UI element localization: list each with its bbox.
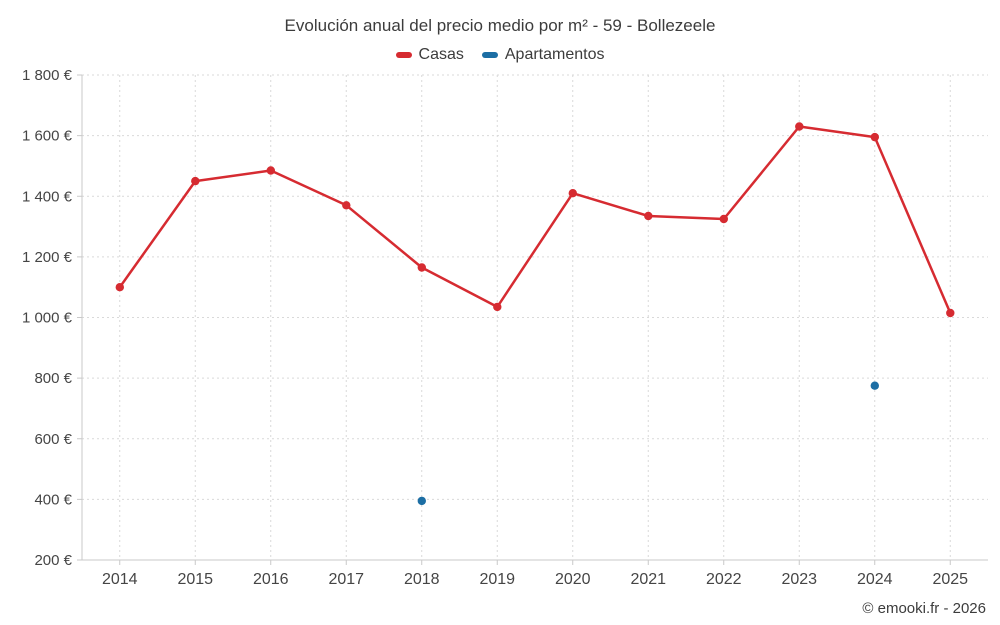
x-tick-label: 2021 (630, 571, 666, 588)
legend-marker-apartamentos (481, 52, 498, 58)
y-tick-label: 800 € (34, 370, 72, 387)
x-tick-label: 2015 (177, 571, 213, 588)
legend: Casas Apartamentos (0, 46, 1000, 64)
y-tick-label: 1 800 € (22, 67, 73, 84)
y-tick-label: 1 600 € (22, 128, 73, 145)
point-casas-2022[interactable] (719, 214, 728, 224)
point-apartamentos-2018[interactable] (417, 496, 426, 506)
point-casas-2015[interactable] (191, 176, 200, 186)
legend-label: Casas (418, 46, 464, 63)
point-casas-2014[interactable] (115, 283, 125, 292)
x-tick-label: 2023 (781, 571, 817, 588)
x-tick-label: 2025 (932, 571, 968, 588)
y-tick-label: 400 € (34, 491, 72, 508)
series-line-casas (118, 125, 952, 315)
point-casas-2020[interactable] (568, 189, 577, 198)
point-casas-2016[interactable] (266, 166, 275, 175)
y-tick-label: 600 € (34, 431, 72, 448)
y-tick-label: 1 000 € (22, 310, 73, 327)
point-casas-2018[interactable] (417, 263, 426, 272)
legend-marker-casas (395, 52, 412, 58)
point-casas-2024[interactable] (870, 132, 879, 142)
point-casas-2017[interactable] (342, 201, 351, 210)
x-tick-label: 2014 (102, 571, 138, 588)
x-tick-label: 2018 (404, 571, 440, 588)
y-tick-label: 200 € (34, 552, 72, 569)
y-tick-label: 1 200 € (22, 249, 73, 266)
legend-item-apartamentos[interactable]: Apartamentos (481, 46, 605, 64)
footer-credit: © emooki.fr - 2026 (862, 600, 986, 617)
x-tick-label: 2017 (328, 571, 364, 588)
x-tick-label: 2022 (706, 571, 742, 588)
legend-label: Apartamentos (504, 46, 605, 63)
chart-title: Evolución anual del precio medio por m² … (284, 16, 716, 35)
x-tick-label: 2024 (857, 571, 893, 588)
x-tick-label: 2020 (555, 571, 591, 588)
point-apartamentos-2024[interactable] (870, 381, 879, 390)
point-casas-2023[interactable] (795, 122, 804, 131)
x-tick-label: 2016 (253, 571, 289, 588)
y-tick-label: 1 400 € (22, 188, 73, 205)
point-casas-2019[interactable] (493, 302, 502, 312)
legend-item-casas[interactable]: Casas (395, 46, 464, 64)
point-casas-2025[interactable] (946, 308, 955, 318)
x-tick-label: 2019 (479, 571, 515, 588)
point-casas-2021[interactable] (644, 211, 653, 221)
